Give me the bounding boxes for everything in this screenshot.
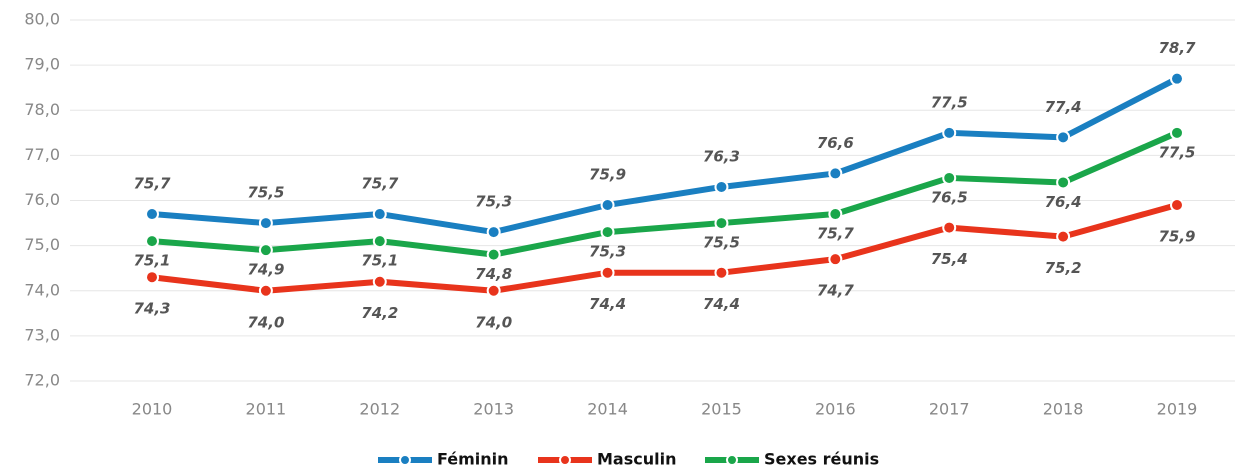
data-point <box>1170 198 1184 213</box>
data-label: 76,5 <box>931 188 968 206</box>
y-tick-label: 80,0 <box>24 10 60 29</box>
legend-label: Sexes réunis <box>764 450 879 468</box>
x-tick-label: 2017 <box>929 400 970 419</box>
x-tick-label: 2016 <box>815 400 856 419</box>
y-tick-label: 76,0 <box>24 190 60 209</box>
data-label: 75,5 <box>247 184 284 202</box>
data-point <box>258 216 273 231</box>
x-tick-label: 2018 <box>1043 400 1084 419</box>
series-line <box>151 130 1179 258</box>
data-label: 74,9 <box>247 261 284 279</box>
y-tick-label: 74,0 <box>24 280 60 299</box>
data-point <box>145 234 159 249</box>
data-point <box>372 207 387 222</box>
data-point <box>828 252 843 267</box>
data-point <box>600 225 615 240</box>
data-label: 76,6 <box>817 134 854 152</box>
data-label: 74,4 <box>589 295 626 313</box>
data-point <box>942 220 957 235</box>
data-label: 75,1 <box>133 252 170 270</box>
data-label: 75,9 <box>1158 228 1195 246</box>
data-label: 76,4 <box>1045 193 1082 211</box>
data-point <box>145 207 159 222</box>
data-point <box>1056 130 1071 145</box>
data-point <box>714 216 729 231</box>
y-tick-label: 75,0 <box>24 235 60 254</box>
data-label: 75,7 <box>361 175 399 193</box>
data-label: 75,9 <box>589 166 626 184</box>
data-label: 75,7 <box>817 225 855 243</box>
data-point <box>600 198 615 213</box>
data-point <box>486 225 501 240</box>
data-label: 75,4 <box>931 250 968 268</box>
x-tick-label: 2014 <box>587 400 628 419</box>
x-tick-label: 2011 <box>246 400 287 419</box>
data-point <box>1056 229 1071 244</box>
data-label: 74,4 <box>703 295 740 313</box>
data-label: 76,3 <box>703 147 740 165</box>
data-point <box>486 247 501 262</box>
data-label: 75,3 <box>589 243 626 261</box>
legend-label: Masculin <box>597 450 676 468</box>
data-point <box>714 179 729 194</box>
data-label: 74,8 <box>475 265 512 283</box>
y-tick-label: 72,0 <box>24 371 60 390</box>
data-point <box>828 166 843 181</box>
data-point <box>258 243 273 258</box>
data-label: 74,2 <box>361 304 398 322</box>
y-tick-label: 73,0 <box>24 325 60 344</box>
x-tick-label: 2012 <box>359 400 400 419</box>
y-tick-label: 77,0 <box>24 145 60 164</box>
data-label: 77,5 <box>1158 143 1195 161</box>
x-tick-label: 2015 <box>701 400 742 419</box>
data-point <box>1170 71 1184 86</box>
data-point <box>145 270 159 285</box>
data-point <box>600 265 615 280</box>
legend-label: Féminin <box>437 450 509 468</box>
data-point <box>828 207 843 222</box>
data-point <box>1056 175 1071 190</box>
data-point <box>714 265 729 280</box>
data-label: 74,0 <box>247 313 284 331</box>
data-point <box>942 170 957 185</box>
data-label: 77,4 <box>1045 98 1082 116</box>
data-point <box>1170 125 1184 140</box>
y-tick-label: 79,0 <box>24 55 60 74</box>
data-label: 78,7 <box>1158 39 1196 57</box>
data-point <box>258 283 273 298</box>
data-label: 75,5 <box>703 234 740 252</box>
x-tick-label: 2019 <box>1157 400 1198 419</box>
data-label: 74,3 <box>133 300 170 318</box>
legend-swatch-dot <box>726 454 738 466</box>
data-label: 75,2 <box>1045 259 1082 277</box>
legend-swatch-dot <box>399 454 411 466</box>
data-point <box>372 234 387 249</box>
legend-swatch-dot <box>559 454 571 466</box>
data-label: 75,7 <box>133 175 171 193</box>
data-point <box>942 125 957 140</box>
data-label: 75,3 <box>475 193 512 211</box>
data-label: 74,7 <box>817 282 855 300</box>
x-tick-label: 2013 <box>473 400 514 419</box>
x-tick-label: 2010 <box>132 400 173 419</box>
data-point <box>486 283 501 298</box>
data-label: 75,1 <box>361 252 398 270</box>
series-line <box>151 75 1179 236</box>
data-label: 77,5 <box>931 93 968 111</box>
data-point <box>372 274 387 289</box>
series-line <box>151 202 1178 294</box>
data-label: 74,0 <box>475 313 512 331</box>
y-tick-label: 78,0 <box>24 100 60 119</box>
